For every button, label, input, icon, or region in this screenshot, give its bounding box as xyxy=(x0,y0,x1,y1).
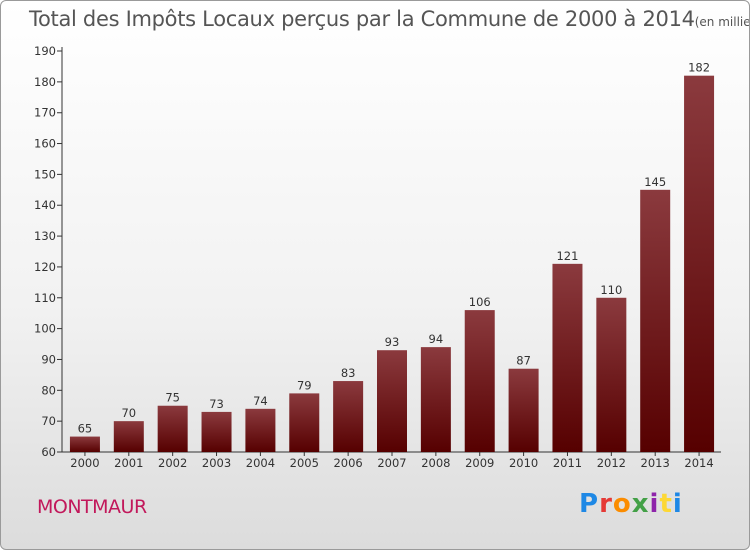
bar-2013 xyxy=(640,189,671,453)
y-tick-label: 190 xyxy=(34,44,56,58)
y-tick-label: 120 xyxy=(34,260,56,274)
x-tick-label: 2003 xyxy=(202,456,231,470)
x-tick-label: 2004 xyxy=(246,456,275,470)
chart-unit: (en milliers d'€) xyxy=(694,15,750,29)
data-label-2013: 145 xyxy=(644,175,666,189)
data-label-2011: 121 xyxy=(556,249,578,263)
x-tick-label: 2008 xyxy=(421,456,450,470)
logo-letter: P xyxy=(579,489,600,519)
data-label-2005: 79 xyxy=(297,378,312,392)
bar-2008 xyxy=(420,347,451,452)
logo-letter: i xyxy=(672,489,683,519)
proxiti-logo[interactable]: Proxiti xyxy=(579,489,683,519)
y-tick-label: 140 xyxy=(34,198,56,212)
data-label-2003: 73 xyxy=(209,397,224,411)
x-tick-label: 2001 xyxy=(114,456,143,470)
data-label-2008: 94 xyxy=(429,332,444,346)
commune-name: MONTMAUR xyxy=(37,496,147,518)
x-tick-label: 2012 xyxy=(597,456,626,470)
x-tick-label: 2002 xyxy=(158,456,187,470)
logo-letter: x xyxy=(631,489,650,519)
x-tick-label: 2013 xyxy=(641,456,670,470)
bar-2003 xyxy=(201,411,232,452)
y-tick-label: 60 xyxy=(41,445,56,459)
y-tick-label: 80 xyxy=(41,383,56,397)
data-label-2004: 74 xyxy=(253,394,268,408)
x-tick-label: 2010 xyxy=(509,456,538,470)
data-label-2002: 75 xyxy=(165,391,180,405)
x-tick-label: 2000 xyxy=(70,456,99,470)
bars xyxy=(69,75,715,453)
data-label-2006: 83 xyxy=(341,366,356,380)
x-tick-label: 2014 xyxy=(684,456,713,470)
data-label-2007: 93 xyxy=(385,335,400,349)
y-tick-label: 130 xyxy=(34,229,56,243)
bar-2001 xyxy=(113,421,144,452)
y-tick-label: 160 xyxy=(34,137,56,151)
data-label-2012: 110 xyxy=(600,283,622,297)
x-tick-label: 2011 xyxy=(553,456,582,470)
chart-title: Total des Impôts Locaux perçus par la Co… xyxy=(29,7,750,31)
bar-2012 xyxy=(596,297,627,452)
data-label-2001: 70 xyxy=(121,406,136,420)
x-tick-label: 2009 xyxy=(465,456,494,470)
data-label-2000: 65 xyxy=(78,422,93,436)
bar-2011 xyxy=(552,263,583,452)
y-tick-label: 170 xyxy=(34,106,56,120)
data-label-2014: 182 xyxy=(688,61,710,75)
bar-2014 xyxy=(684,75,715,452)
data-labels: 65 70 75 73 74 79 83 93 94 106 87 121 110 145 182 xyxy=(78,61,710,436)
bar-2007 xyxy=(377,350,407,452)
bar-2002 xyxy=(157,405,188,452)
logo-letter: o xyxy=(612,489,632,519)
axes: 60 70 80 90 100 110 120 130 140 150 160 170 180 190 20… xyxy=(34,44,721,470)
y-tick-label: 100 xyxy=(34,322,56,336)
y-tick-label: 90 xyxy=(41,352,56,366)
bar-2010 xyxy=(508,368,539,452)
x-tick-label: 2006 xyxy=(333,456,362,470)
data-label-2010: 87 xyxy=(516,354,531,368)
x-tick-label: 2007 xyxy=(377,456,406,470)
y-tick-label: 70 xyxy=(41,414,56,428)
logo-letter: t xyxy=(659,489,673,519)
data-label-2009: 106 xyxy=(469,295,491,309)
bar-2000 xyxy=(69,436,100,452)
chart-title-text: Total des Impôts Locaux perçus par la Co… xyxy=(29,7,695,31)
logo-letter: r xyxy=(599,489,613,519)
bar-2005 xyxy=(289,393,320,452)
bar-2004 xyxy=(245,408,276,452)
x-tick-label: 2005 xyxy=(290,456,319,470)
logo-letter: i xyxy=(649,489,660,519)
bar-2009 xyxy=(464,310,495,452)
bar-2006 xyxy=(333,381,364,452)
y-tick-label: 180 xyxy=(34,75,56,89)
y-tick-label: 150 xyxy=(34,167,56,181)
y-tick-label: 110 xyxy=(34,291,56,305)
